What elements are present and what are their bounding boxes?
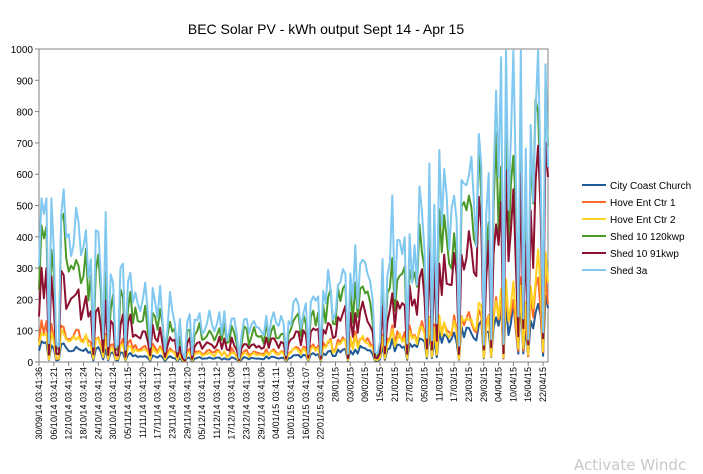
y-tick-label: 400 — [16, 233, 33, 244]
watermark-text: Activate Windc — [574, 456, 687, 474]
x-tick-label: 28/01/15 — [331, 367, 341, 402]
y-tick-label: 500 — [16, 202, 33, 213]
y-tick-label: 300 — [16, 264, 33, 275]
x-tick-label: 22/04/15 — [538, 367, 548, 402]
x-tick-label: 11/03/15 — [434, 367, 444, 401]
y-tick-label: 800 — [16, 108, 33, 119]
x-tick-label: 10/01/15 03:41:05 — [286, 367, 296, 440]
x-tick-label: 17/12/14 03:41:08 — [227, 367, 237, 440]
y-tick-label: 600 — [16, 170, 33, 181]
legend-label: Shed 3a — [610, 266, 648, 277]
x-tick-label: 29/12/14 03:41:06 — [256, 367, 266, 440]
x-tick-label: 11/11/14 03:41:20 — [138, 367, 148, 438]
legend-label: City Coast Church — [610, 181, 691, 192]
legend-label: Hove Ent Ctr 2 — [610, 215, 676, 226]
y-tick-label: 100 — [16, 327, 33, 338]
chart-title: BEC Solar PV - kWh output Sept 14 - Apr … — [188, 21, 464, 37]
x-tick-label: 03/02/15 — [345, 367, 355, 402]
series-line-hove-ent-ctr-2 — [38, 248, 549, 363]
y-tick-label: 0 — [27, 358, 33, 369]
x-tick-label: 29/03/15 — [479, 367, 489, 402]
y-axis-ticks: 0 100 200 300 400 500 600 700 800 900 1000 — [11, 45, 39, 369]
x-tick-label: 16/01/15 03:41:07 — [301, 367, 311, 440]
x-tick-label: 27/02/15 — [405, 367, 415, 402]
legend: City Coast Church Hove Ent Ctr 1 Hove Ent … — [582, 181, 691, 277]
x-tick-label: 29/11/14 03:41:20 — [182, 367, 192, 439]
x-tick-label: 05/12/14 03:41:13 — [197, 367, 207, 440]
x-tick-label: 15/02/15 — [375, 367, 385, 402]
series-line-shed-10-91kwp — [38, 141, 549, 362]
series-lines — [38, 49, 549, 363]
x-tick-label: 10/04/15 — [508, 367, 518, 402]
y-tick-label: 900 — [16, 76, 33, 87]
legend-label: Hove Ent Ctr 1 — [610, 198, 676, 209]
y-tick-label: 1000 — [11, 45, 34, 56]
x-tick-label: 04/01/15 03:41:11 — [271, 367, 281, 439]
x-tick-label: 30/09/14 03:41:36 — [34, 367, 44, 440]
x-tick-label: 09/02/15 — [360, 367, 370, 402]
legend-label: Shed 10 120kwp — [610, 232, 685, 243]
y-tick-label: 700 — [16, 139, 33, 150]
x-tick-label: 22/01/15 03:41:02 — [316, 367, 326, 440]
x-tick-label: 18/10/14 03:41:24 — [78, 367, 88, 440]
x-tick-label: 06/10/14 03:41:21 — [49, 367, 59, 440]
x-tick-label: 24/10/14 03:41:27 — [93, 367, 103, 440]
x-tick-label: 05/11/14 03:41:15 — [123, 367, 133, 439]
legend-label: Shed 10 91kwp — [610, 249, 679, 260]
x-tick-label: 16/04/15 — [523, 367, 533, 402]
x-tick-label: 23/11/14 03:41:19 — [167, 367, 177, 439]
x-tick-label: 17/11/14 03:41:17 — [153, 367, 163, 439]
x-tick-label: 12/10/14 03:41:31 — [64, 367, 74, 440]
x-tick-label: 11/12/14 03:41:12 — [212, 367, 222, 439]
x-tick-label: 30/10/14 03:41:24 — [108, 367, 118, 440]
x-tick-label: 23/03/15 — [464, 367, 474, 402]
y-tick-label: 200 — [16, 295, 33, 306]
x-tick-label: 23/12/14 03:41:13 — [242, 367, 252, 440]
x-axis-ticks: 30/09/14 03:41:36 06/10/14 03:41:21 12/10/… — [34, 362, 548, 440]
x-tick-label: 04/04/15 — [494, 367, 504, 402]
x-tick-label: 17/03/15 — [449, 367, 459, 402]
x-tick-label: 05/03/15 — [419, 367, 429, 402]
series-line-shed-3a — [38, 49, 549, 360]
x-tick-label: 21/02/15 — [390, 367, 400, 402]
